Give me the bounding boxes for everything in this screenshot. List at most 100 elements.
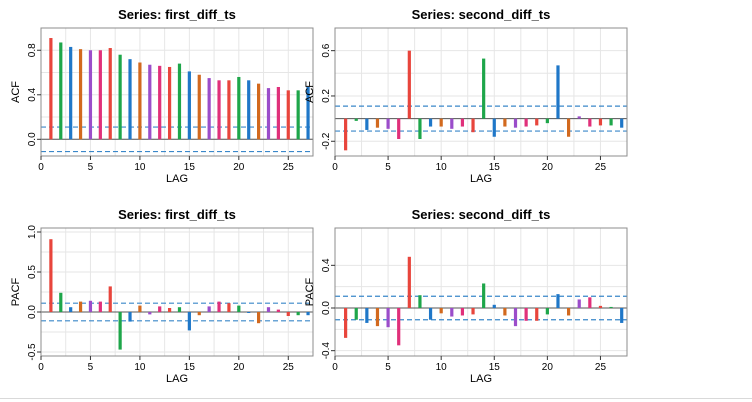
acf-bar-lag-11 (148, 64, 152, 140)
x-tick-label: 25 (595, 362, 607, 373)
acf-bar-lag-10 (138, 62, 142, 140)
x-tick-label: 5 (385, 162, 391, 173)
acf-bar-lag-13 (471, 308, 475, 315)
acf-bar-lag-20 (545, 308, 549, 315)
x-tick-label: 5 (88, 362, 94, 373)
acf-bar-lag-12 (158, 65, 162, 140)
y-tick-label: 0.2 (321, 89, 332, 103)
x-tick-label: 10 (436, 362, 448, 373)
acf-bar-lag-17 (207, 306, 211, 312)
x-tick-label: 15 (184, 362, 196, 373)
y-tick-label: 0.4 (27, 87, 38, 101)
acf-bar-lag-16 (197, 74, 201, 140)
acf-bar-lag-24 (588, 118, 592, 127)
acf-bar-lag-22 (567, 118, 571, 137)
y-tick-label: 0.5 (27, 265, 38, 279)
acf-bar-lag-7 (108, 48, 112, 140)
acf-bar-lag-5 (386, 118, 390, 129)
acf-bar-lag-13 (167, 66, 172, 140)
acf-bar-lag-18 (524, 308, 528, 321)
acf-bar-lag-16 (503, 118, 507, 127)
acf-bar-lag-1 (344, 118, 348, 151)
acf-bar-lag-3 (365, 308, 369, 323)
acf-bar-lag-21 (247, 80, 251, 140)
pacf-first-diff-panel: 0 5 10 15 20 25 -0.5 0.0 0.5 1.0 Series: first_dif… (10, 207, 314, 385)
chart-title: Series: second_diff_ts (412, 207, 551, 222)
acf-bar-lag-24 (276, 86, 280, 140)
acf-bar-lag-16 (197, 312, 201, 316)
acf-bar-lag-19 (535, 308, 539, 321)
x-axis-label: LAG (470, 173, 492, 185)
acf-bar-lag-8 (118, 54, 122, 140)
chart-title: Series: first_diff_ts (118, 207, 236, 222)
acf-bar-lag-19 (227, 80, 231, 140)
acf-bar-lag-14 (482, 283, 486, 308)
x-axis-label: LAG (470, 373, 492, 385)
acf-bar-lag-9 (128, 312, 132, 322)
acf-bar-lag-15 (492, 118, 496, 137)
x-tick-label: 5 (88, 162, 94, 173)
acf-bar-lag-18 (217, 301, 221, 312)
acf-bar-lag-20 (545, 118, 549, 124)
acf-bar-lag-14 (177, 63, 182, 140)
acf-bar-lag-5 (386, 308, 390, 328)
y-tick-label: -0.5 (27, 343, 38, 361)
acf-bar-lag-17 (513, 308, 518, 327)
acf-bar-lag-21 (556, 294, 560, 308)
acf-bar-lag-27 (306, 312, 310, 316)
x-tick-label: 20 (233, 362, 245, 373)
acf-bar-lag-6 (397, 118, 401, 140)
x-tick-label: 25 (283, 362, 295, 373)
y-axis-label: PACF (304, 277, 316, 306)
x-tick-label: 0 (332, 362, 338, 373)
acf-bar-lag-27 (306, 86, 310, 140)
acf-bar-lag-20 (237, 305, 241, 312)
x-tick-label: 20 (542, 362, 554, 373)
plot-frame (40, 227, 314, 357)
acf-bar-lag-16 (503, 308, 507, 316)
acf-bar-lag-12 (460, 118, 465, 127)
acf-bar-lag-25 (286, 90, 290, 140)
x-tick-label: 25 (283, 162, 295, 173)
acf-bar-lag-13 (167, 308, 172, 312)
x-tick-label: 0 (332, 162, 338, 173)
acf-bar-lag-26 (609, 306, 613, 308)
acf-bar-lag-3 (365, 118, 369, 130)
x-tick-label: 10 (134, 362, 146, 373)
y-axis-label: ACF (10, 81, 22, 103)
x-tick-label: 10 (134, 162, 146, 173)
acf-bar-lag-4 (78, 49, 83, 140)
acf-bar-lag-9 (128, 59, 132, 140)
x-tick-label: 20 (542, 162, 554, 173)
acf-bar-lag-5 (88, 300, 93, 312)
acf-bar-lag-9 (428, 308, 433, 320)
acf-bar-lag-11 (450, 118, 454, 129)
acf-bar-lag-25 (286, 312, 290, 316)
acf-bar-lag-2 (354, 118, 358, 121)
y-axis-label: PACF (10, 277, 22, 306)
acf-bar-lag-2 (354, 308, 358, 320)
x-tick-label: 15 (489, 162, 501, 173)
acf-bar-lag-26 (296, 90, 300, 140)
acf-bar-lag-13 (471, 118, 475, 133)
acf-bar-lag-11 (148, 312, 152, 315)
acf-bar-lag-22 (567, 308, 571, 316)
acf-bar-lag-7 (407, 256, 411, 308)
chart-title: Series: first_diff_ts (118, 7, 236, 22)
acf-bar-lag-8 (418, 118, 422, 140)
y-axis-label: ACF (304, 81, 316, 103)
acf-bar-lag-1 (49, 38, 53, 140)
acf-bar-lag-23 (577, 116, 581, 119)
y-tick-label: -0.4 (321, 342, 332, 360)
acf-bar-lag-18 (524, 118, 528, 127)
acf-bar-lag-12 (460, 308, 465, 316)
acf-bar-lag-21 (247, 312, 251, 313)
x-axis-label: LAG (166, 373, 188, 385)
x-tick-label: 10 (436, 162, 448, 173)
acf-bar-lag-26 (296, 312, 300, 316)
acf-bar-lag-9 (428, 118, 433, 127)
acf-bar-lag-11 (450, 308, 454, 317)
x-tick-label: 25 (595, 162, 607, 173)
chart-title: Series: second_diff_ts (412, 7, 551, 22)
